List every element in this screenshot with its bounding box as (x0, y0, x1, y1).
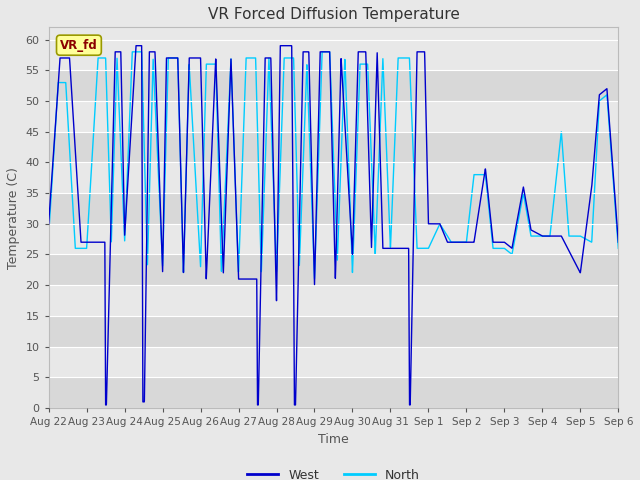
X-axis label: Time: Time (318, 432, 349, 445)
Bar (49, 70, 618, 101)
Legend: West, North: West, North (242, 464, 425, 480)
North (310, 276, 318, 281)
West (387, 245, 394, 251)
Bar (49, 39, 618, 70)
West (262, 55, 270, 61)
Bar (49, 132, 618, 162)
Bar (49, 101, 618, 132)
West (470, 240, 478, 245)
Bar (49, 254, 618, 285)
Bar (49, 224, 618, 254)
North (513, 223, 521, 229)
North (148, 86, 156, 92)
North (262, 126, 270, 132)
Bar (49, 162, 618, 193)
North (415, 245, 423, 251)
West (132, 43, 140, 48)
West (102, 402, 109, 408)
Line: West: West (49, 46, 618, 405)
West (148, 49, 156, 55)
Bar (49, 193, 618, 224)
Bar (49, 347, 618, 377)
Bar (49, 285, 618, 316)
North (470, 172, 478, 178)
West (513, 217, 521, 223)
North (614, 245, 622, 251)
Bar (49, 377, 618, 408)
West (614, 240, 622, 245)
Line: North: North (49, 52, 618, 278)
Title: VR Forced Diffusion Temperature: VR Forced Diffusion Temperature (207, 7, 460, 22)
Y-axis label: Temperature (C): Temperature (C) (7, 167, 20, 269)
Text: VR_fd: VR_fd (60, 39, 98, 52)
Bar (49, 316, 618, 347)
North (45, 233, 52, 239)
North (387, 244, 394, 250)
West (45, 221, 52, 227)
North (129, 49, 136, 55)
West (415, 49, 423, 55)
